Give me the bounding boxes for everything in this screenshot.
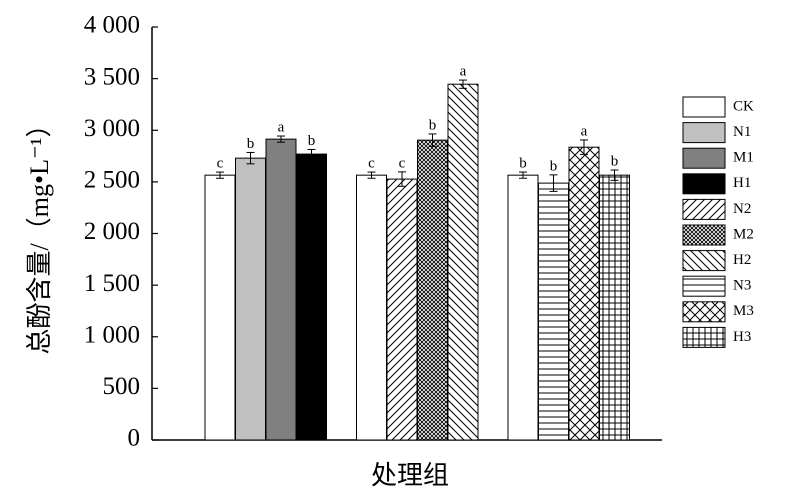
y-tick-label: 3 500 <box>84 63 140 90</box>
legend-swatch <box>682 301 726 323</box>
legend-swatch <box>682 198 726 220</box>
significance-letter: b <box>550 158 558 174</box>
y-tick-label: 1 500 <box>84 270 140 297</box>
bar <box>447 83 479 441</box>
legend-swatch <box>682 122 726 144</box>
y-tick-label: 1 000 <box>84 321 140 348</box>
y-tick-label: 2 000 <box>84 218 140 245</box>
legend-label: M1 <box>733 150 754 166</box>
bar <box>599 174 630 441</box>
significance-letter: a <box>460 64 467 80</box>
legend-swatch <box>682 96 726 118</box>
significance-letter: a <box>581 123 588 139</box>
significance-letter: b <box>429 117 437 133</box>
significance-letter: b <box>308 133 316 149</box>
bar <box>538 182 569 441</box>
legend-label: H2 <box>733 252 751 268</box>
legend-label: N2 <box>733 201 751 217</box>
legend-swatch <box>682 275 726 297</box>
legend-label: N3 <box>733 278 751 294</box>
bar <box>235 157 266 441</box>
bar <box>386 178 418 441</box>
legend-label: N1 <box>733 124 751 140</box>
significance-letter: a <box>278 119 285 135</box>
y-axis-title: 总酚含量/（mg•L⁻¹） <box>25 112 54 355</box>
bar <box>356 174 387 441</box>
legend-label: H1 <box>733 175 751 191</box>
y-tick-label: 500 <box>103 373 141 400</box>
legend-swatch <box>682 326 726 348</box>
bar <box>204 174 236 441</box>
bar <box>296 153 327 441</box>
legend-label: CK <box>733 98 754 114</box>
significance-letter: c <box>368 156 375 172</box>
legend-swatch <box>682 224 726 246</box>
legend-swatch <box>682 173 726 195</box>
legend-swatch <box>682 250 726 272</box>
x-axis-title: 处理组 <box>371 461 449 490</box>
significance-letter: b <box>611 153 619 169</box>
legend-label: M2 <box>733 226 754 242</box>
y-tick-label: 2 500 <box>84 167 140 194</box>
bar <box>265 138 297 441</box>
significance-letter: c <box>399 155 406 171</box>
significance-letter: b <box>247 136 255 152</box>
legend-label: H3 <box>733 329 751 345</box>
significance-letter: c <box>217 156 224 172</box>
bar <box>507 174 539 441</box>
significance-letter: b <box>519 156 527 172</box>
y-tick-label: 0 <box>128 425 141 452</box>
bar <box>568 146 600 441</box>
legend-swatch <box>682 147 726 169</box>
legend-label: M3 <box>733 303 754 319</box>
bar <box>417 139 448 441</box>
y-tick-label: 4 000 <box>84 12 140 39</box>
y-tick-label: 3 000 <box>84 115 140 142</box>
